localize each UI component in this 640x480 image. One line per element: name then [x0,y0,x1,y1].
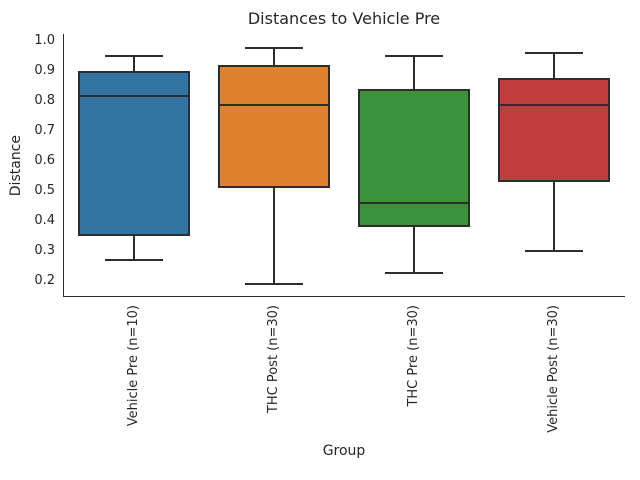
whisker-cap-top [245,47,303,50]
y-tick-label: 0.7 [34,122,55,138]
y-tick-label: 0.8 [34,92,55,108]
whisker-cap-bottom [105,258,163,261]
y-tick-label: 0.2 [34,272,55,288]
y-tick-label: 0.6 [34,152,55,168]
y-tick-label: 1.0 [34,32,55,48]
whisker-cap-bottom [385,272,443,275]
box-vehicle-pre-n-10 [78,70,190,236]
median-line [78,95,190,98]
y-tick-label: 0.9 [34,62,55,78]
median-line [218,104,330,107]
x-axis-label: Group [322,443,366,459]
median-line [498,104,610,107]
y-tick-label: 0.3 [34,242,55,258]
y-tick-label: 0.5 [34,182,55,198]
y-tick-label: 0.4 [34,212,55,228]
plot-area: Vehicle Pre (n=10) THC Post (n=30) THC Pre… [63,34,625,433]
x-tick-label: THC Pre (n=30) [406,305,421,407]
median-line [358,201,470,204]
whisker-cap-top [385,54,443,57]
x-tick-label: Vehicle Post (n=30) [546,305,561,433]
whisker-cap-top [525,51,583,54]
x-tick-label: THC Post (n=30) [266,305,281,414]
box-thc-post-n-30 [218,64,330,188]
whisker-cap-top [105,54,163,57]
box-vehicle-post-n-30 [498,78,610,182]
box-thc-pre-n-30 [358,88,470,227]
x-tick-label: Vehicle Pre (n=10) [126,305,141,427]
whisker-cap-bottom [245,282,303,285]
chart-title: Distances to Vehicle Pre [247,9,441,28]
whisker-cap-bottom [525,249,583,252]
